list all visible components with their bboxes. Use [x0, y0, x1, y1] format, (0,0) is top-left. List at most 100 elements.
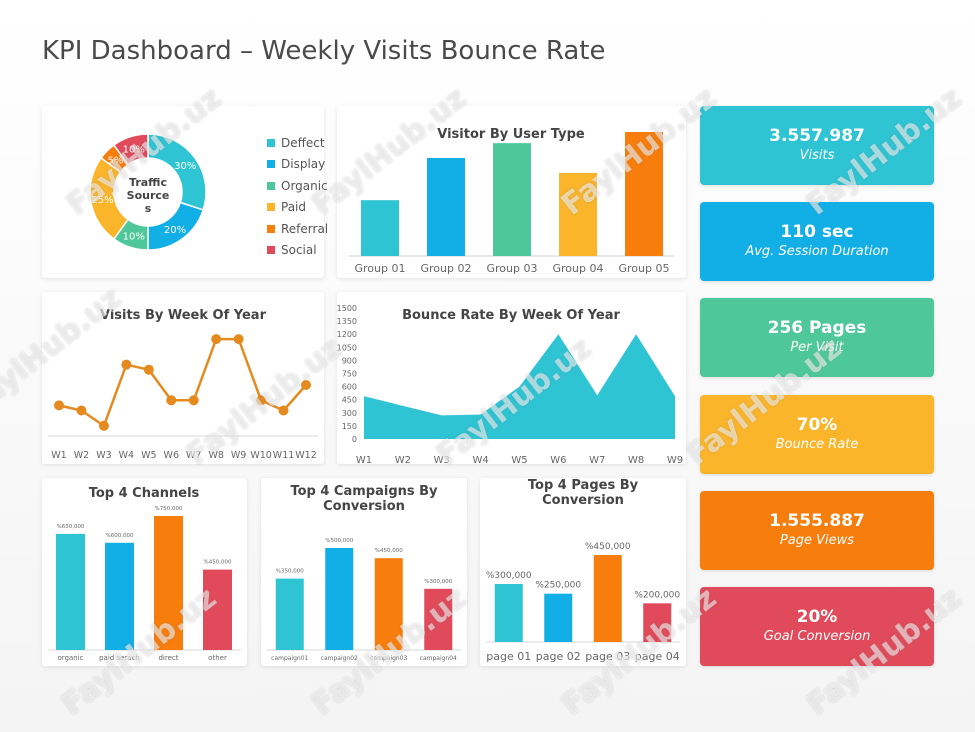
x-tick-label: paid serach — [99, 654, 140, 662]
legend-swatch — [267, 246, 275, 255]
x-tick-label: W4 — [473, 455, 489, 464]
bar-group-03 — [493, 143, 531, 256]
x-tick-label: W9 — [231, 450, 246, 461]
bar-group-04 — [559, 172, 597, 256]
visits-point — [211, 334, 222, 345]
x-tick-label: W5 — [511, 455, 527, 464]
data-label: %600,000 — [106, 533, 134, 539]
visits-point — [54, 400, 64, 411]
legend-label: Deffect — [281, 135, 325, 150]
donut-center-label: Traffic Source s — [127, 176, 170, 215]
traffic-legend: Deffect Display Organic Paid Referral Social — [267, 132, 328, 261]
bar-other — [203, 569, 232, 650]
y-tick-label: 1350 — [337, 317, 357, 326]
bar-page-01 — [494, 584, 523, 642]
visitor-chart: Visitor By User Type Group 01 Group 02 Gro… — [349, 127, 674, 275]
traffic-sources-donut: 30%20%10%25%5%10% Traffic Source s — [89, 133, 207, 251]
data-label: %300,000 — [486, 571, 532, 581]
visits-point — [143, 364, 154, 375]
kpi-label: Visits — [799, 148, 835, 163]
visits-point — [301, 380, 311, 390]
bar-direct — [154, 516, 183, 650]
x-tick-label: page 02 — [536, 650, 581, 663]
kpi-value: 1.555.887 — [769, 511, 865, 531]
donut-slice-label: 25% — [91, 195, 113, 206]
x-tick-label: W2 — [74, 450, 89, 461]
kpi-label: Goal Conversion — [763, 629, 871, 644]
bar-organic — [56, 533, 85, 650]
kpi-value: 20% — [796, 607, 838, 627]
legend-swatch — [267, 224, 275, 233]
x-tick-label: W2 — [395, 455, 411, 464]
x-tick-label: direct — [158, 654, 178, 662]
kpi-value: 256 Pages — [767, 318, 867, 338]
bar-campaign04 — [424, 588, 453, 650]
bar-group-05 — [625, 132, 663, 256]
kpi-session-duration: 110 sec Avg. Session Duration — [700, 202, 934, 281]
legend-label: Paid — [281, 200, 307, 215]
donut-slice-label: 10% — [123, 232, 145, 243]
channels-card: Top 4 Channels organic %650,000 paid serac… — [42, 478, 247, 666]
data-label: %450,000 — [375, 548, 403, 554]
legend-item: Social — [267, 240, 328, 262]
kpi-page-views: 1.555.887 Page Views — [700, 491, 934, 570]
x-tick-label: W1 — [51, 450, 66, 461]
legend-item: Paid — [267, 197, 328, 219]
visitor-card: Visitor By User Type Group 01 Group 02 Gro… — [337, 106, 686, 278]
x-tick-label: W5 — [141, 450, 156, 461]
y-tick-label: 300 — [342, 409, 357, 418]
y-tick-label: 1050 — [337, 343, 357, 352]
data-label: %200,000 — [634, 590, 680, 600]
channels-chart: Top 4 Channels organic %650,000 paid serac… — [48, 486, 241, 662]
bar-campaign03 — [374, 558, 403, 650]
x-tick-label: W7 — [186, 450, 201, 461]
legend-label: Social — [281, 243, 317, 258]
data-label: %450,000 — [585, 542, 631, 552]
visits-point — [256, 395, 267, 406]
bounce-chart-title: Bounce Rate By Week Of Year — [402, 308, 620, 323]
x-tick-label: W1 — [356, 455, 372, 464]
campaigns-chart-title: Top 4 Campaigns By Conversion — [290, 484, 438, 514]
bounce-week-chart: Bounce Rate By Week Of Year 0 150 300 450 60… — [337, 304, 683, 464]
y-tick-label: 750 — [342, 370, 357, 379]
x-tick-label: campaign03 — [370, 655, 407, 662]
kpi-pages-per-visit: 256 Pages Per Visit — [700, 298, 934, 377]
x-tick-label: campaign01 — [271, 655, 308, 662]
x-tick-label: campaign04 — [420, 655, 457, 662]
bounce-area — [364, 334, 675, 439]
legend-swatch — [267, 181, 275, 190]
kpi-value: 110 sec — [780, 222, 854, 242]
visits-point — [188, 395, 199, 406]
x-tick-label: other — [208, 654, 227, 662]
traffic-sources-card: 30% 20% 10% 25% 5% 10% Traffic Source s Deffect… — [42, 106, 328, 278]
visits-point — [233, 334, 244, 345]
y-tick-label: 150 — [342, 422, 357, 431]
y-tick-label: 1200 — [337, 330, 357, 339]
bar-campaign01 — [275, 578, 304, 650]
x-tick-label: W12 — [295, 450, 316, 461]
channels-chart-title: Top 4 Channels — [89, 486, 200, 501]
kpi-label: Avg. Session Duration — [745, 244, 889, 259]
donut-slice-social — [112, 133, 149, 166]
donut-slice-label: 10% — [123, 144, 145, 155]
x-tick-label: W10 — [250, 450, 271, 461]
bar-page-03 — [593, 555, 622, 642]
kpi-goal-conversion: 20% Goal Conversion — [700, 587, 934, 666]
legend-swatch — [267, 160, 275, 169]
x-tick-label: W8 — [628, 455, 644, 464]
visits-point — [121, 359, 132, 370]
x-tick-label: page 04 — [635, 650, 680, 663]
kpi-value: 70% — [796, 415, 838, 435]
x-tick-label: W9 — [667, 455, 683, 464]
page-title: KPI Dashboard – Weekly Visits Bounce Rat… — [42, 36, 606, 66]
data-label: %750,000 — [155, 506, 183, 512]
legend-item: Display — [267, 154, 328, 176]
data-label: %450,000 — [204, 560, 232, 566]
visits-point — [98, 420, 109, 431]
campaigns-card: Top 4 Campaigns By Conversion campaign01%… — [261, 478, 467, 666]
visits-chart-title: Visits By Week Of Year — [100, 308, 267, 323]
kpi-label: Page Views — [779, 533, 855, 548]
donut-slice-label: 20% — [164, 225, 186, 236]
y-tick-label: 900 — [342, 356, 357, 365]
y-tick-label: 1500 — [337, 304, 357, 313]
